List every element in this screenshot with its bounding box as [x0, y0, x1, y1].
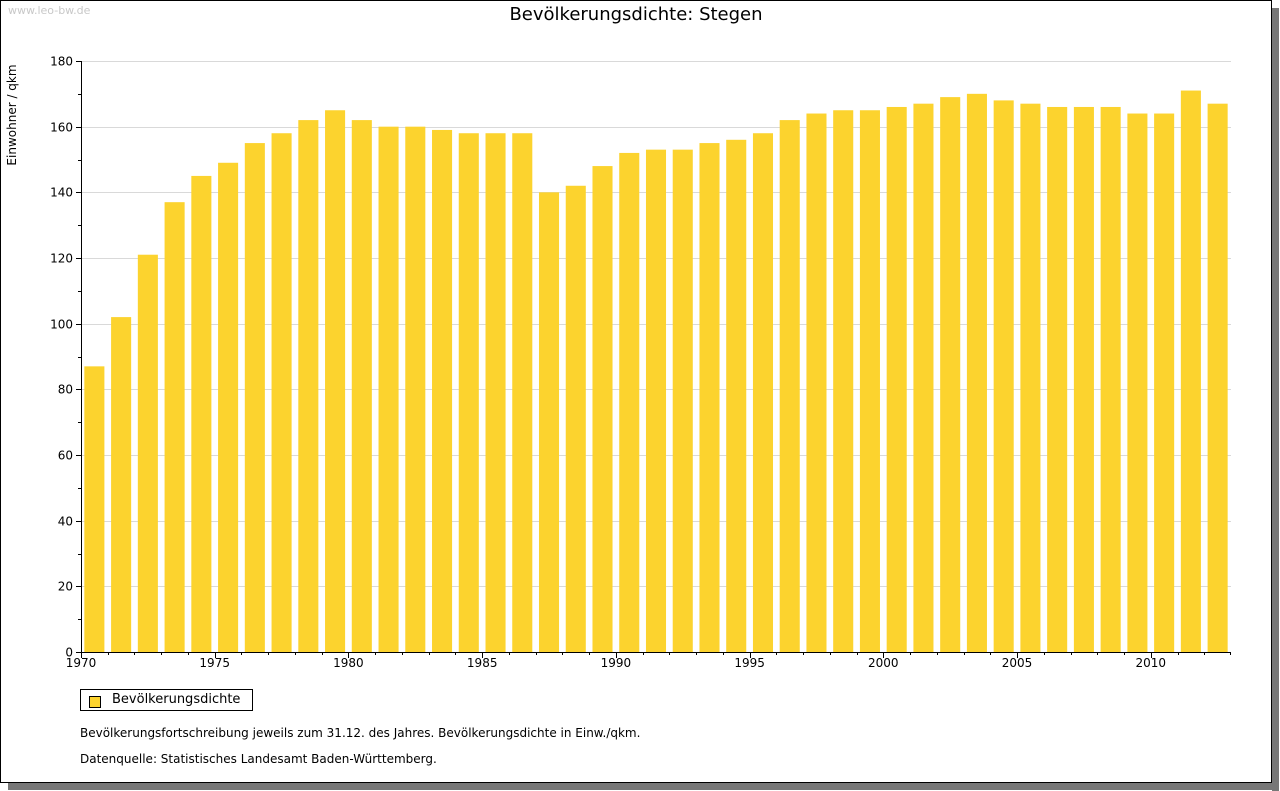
bar-2002 — [940, 97, 961, 653]
bar-2009 — [1127, 113, 1148, 652]
bar-1994 — [726, 139, 747, 653]
footnote-source: Datenquelle: Statistisches Landesamt Bad… — [80, 752, 437, 766]
bar-1970 — [84, 366, 105, 652]
x-tick-label-1990: 1990 — [601, 656, 632, 670]
y-tick-label-0: 0 — [65, 646, 73, 660]
legend-swatch — [89, 696, 101, 708]
bar-1983 — [432, 129, 453, 652]
bars — [84, 90, 1228, 653]
bar-1975 — [218, 162, 239, 652]
y-tick-label-100: 100 — [50, 318, 73, 332]
bar-2003 — [966, 93, 987, 652]
bar-2010 — [1154, 113, 1175, 652]
x-tick-label-1985: 1985 — [467, 656, 498, 670]
bar-1992 — [672, 149, 693, 652]
bar-2012 — [1207, 103, 1228, 653]
x-tick-label-2000: 2000 — [868, 656, 899, 670]
bar-2008 — [1100, 106, 1121, 653]
y-tick-label-120: 120 — [50, 252, 73, 266]
footnote-method: Bevölkerungsfortschreibung jeweils zum 3… — [80, 726, 641, 740]
bar-1995 — [752, 133, 774, 653]
bar-1980 — [351, 120, 372, 653]
x-tick-label-1980: 1980 — [333, 656, 364, 670]
bar-1993 — [699, 143, 720, 652]
x-tick-label-2010: 2010 — [1136, 656, 1167, 670]
bar-1971 — [111, 317, 132, 652]
bar-1989 — [592, 166, 613, 652]
x-tick-label-1970: 1970 — [66, 656, 97, 670]
bar-2005 — [1020, 103, 1041, 653]
bar-1976 — [244, 143, 265, 652]
bar-1987 — [538, 192, 560, 652]
bar-2000 — [886, 106, 907, 653]
bar-1974 — [191, 175, 212, 653]
y-tick-label-160: 160 — [50, 121, 73, 135]
bar-1997 — [806, 113, 827, 652]
bar-2001 — [913, 103, 934, 653]
bar-2006 — [1047, 106, 1068, 653]
bar-1981 — [378, 126, 399, 653]
bar-2011 — [1180, 90, 1201, 653]
x-tick-label-1975: 1975 — [199, 656, 230, 670]
chart-title: Bevölkerungsdichte: Stegen — [509, 4, 763, 25]
bar-1988 — [565, 185, 586, 652]
y-tick-label-60: 60 — [58, 449, 73, 463]
x-tick-labels: 1970 1975 1980 1985 1990 1995 2000 2005 2010 — [66, 656, 1166, 670]
y-tick-label-180: 180 — [50, 55, 73, 69]
y-tick-label-140: 140 — [50, 186, 73, 200]
y-tick-label-40: 40 — [58, 515, 73, 529]
legend-label: Bevölkerungsdichte — [112, 692, 241, 707]
legend: Bevölkerungsdichte — [80, 689, 253, 711]
bar-1972 — [137, 254, 158, 652]
watermark: www.leo-bw.de — [8, 4, 91, 17]
bar-1973 — [164, 202, 185, 652]
bar-1991 — [645, 149, 667, 652]
bar-1979 — [325, 110, 346, 652]
y-tick-labels: 0 20 40 60 80 100 120 140 160 180 — [50, 55, 73, 660]
bar-1985 — [485, 133, 506, 653]
bar-1996 — [779, 120, 800, 653]
bar-chart: 0 20 40 60 80 100 120 140 160 180 1970 1975 1980 198… — [50, 55, 1231, 670]
bar-1984 — [458, 133, 479, 653]
x-tick-label-1995: 1995 — [734, 656, 765, 670]
bar-1977 — [271, 133, 292, 653]
bar-1982 — [405, 126, 426, 653]
bar-1998 — [833, 110, 854, 652]
y-tick-label-20: 20 — [58, 580, 73, 594]
frame-shadow-bottom — [8, 783, 1279, 790]
bar-1978 — [298, 120, 319, 653]
bar-1990 — [619, 152, 640, 652]
bar-2007 — [1073, 106, 1094, 653]
frame-shadow-right — [1272, 8, 1279, 791]
axes — [76, 61, 1231, 658]
y-tick-label-80: 80 — [58, 383, 73, 397]
bar-2004 — [993, 100, 1014, 652]
bar-1999 — [859, 110, 880, 652]
x-tick-label-2005: 2005 — [1002, 656, 1033, 670]
bar-1986 — [512, 133, 533, 653]
